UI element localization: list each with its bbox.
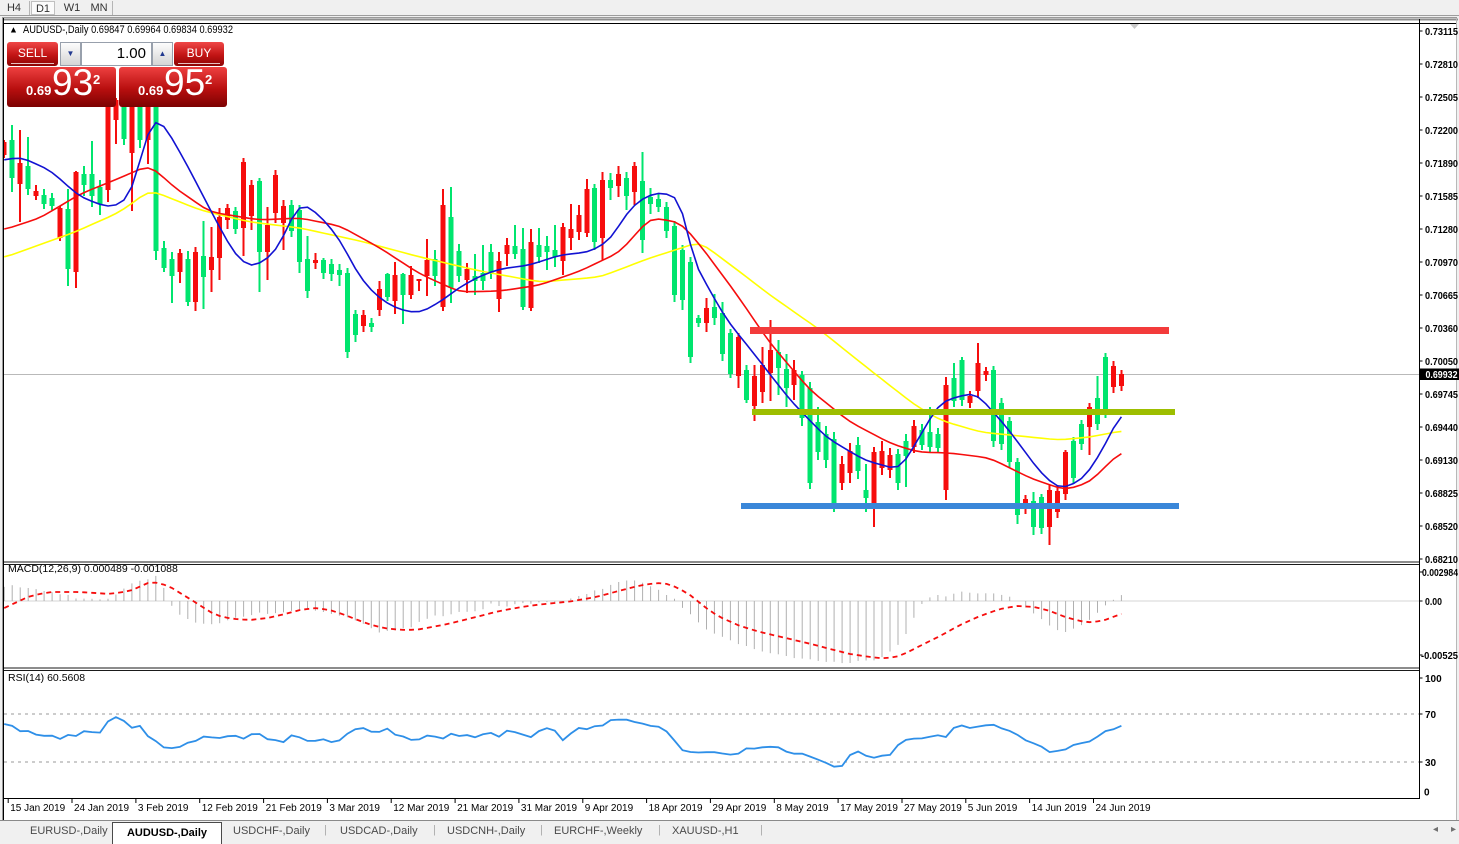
svg-text:29 Apr 2019: 29 Apr 2019: [712, 803, 766, 814]
svg-text:0.72505: 0.72505: [1425, 93, 1458, 104]
svg-text:3 Feb 2019: 3 Feb 2019: [138, 803, 189, 814]
svg-text:17 May 2019: 17 May 2019: [840, 803, 898, 814]
svg-text:5 Jun 2019: 5 Jun 2019: [968, 803, 1018, 814]
svg-text:0.68520: 0.68520: [1425, 522, 1458, 533]
svg-text:0.70665: 0.70665: [1425, 291, 1458, 302]
svg-text:0.69932: 0.69932: [1426, 370, 1458, 381]
svg-text:15 Jan 2019: 15 Jan 2019: [10, 803, 65, 814]
svg-text:0.71585: 0.71585: [1425, 192, 1458, 203]
svg-text:12 Feb 2019: 12 Feb 2019: [202, 803, 259, 814]
svg-text:0.002984: 0.002984: [1422, 568, 1458, 579]
svg-text:70: 70: [1425, 710, 1437, 721]
svg-text:0.68210: 0.68210: [1425, 555, 1458, 566]
svg-text:0.70050: 0.70050: [1425, 357, 1458, 368]
svg-text:0.73115: 0.73115: [1425, 27, 1458, 38]
svg-text:0.70360: 0.70360: [1425, 324, 1458, 335]
svg-text:14 Jun 2019: 14 Jun 2019: [1032, 803, 1087, 814]
svg-text:12 Mar 2019: 12 Mar 2019: [393, 803, 450, 814]
svg-text:24 Jun 2019: 24 Jun 2019: [1096, 803, 1151, 814]
svg-text:8 May 2019: 8 May 2019: [776, 803, 829, 814]
svg-text:18 Apr 2019: 18 Apr 2019: [649, 803, 703, 814]
svg-text:0.72810: 0.72810: [1425, 60, 1458, 71]
svg-text:100: 100: [1425, 674, 1442, 685]
svg-text:0.00: 0.00: [1425, 597, 1442, 608]
svg-text:0.69130: 0.69130: [1425, 456, 1458, 467]
svg-text:30: 30: [1425, 758, 1437, 769]
svg-text:9 Apr 2019: 9 Apr 2019: [585, 803, 634, 814]
svg-text:▲: ▲: [9, 25, 18, 35]
svg-text:0.71890: 0.71890: [1425, 159, 1458, 170]
svg-text:0: 0: [1424, 788, 1430, 799]
svg-text:-0.00525: -0.00525: [1421, 651, 1458, 662]
svg-text:21 Feb 2019: 21 Feb 2019: [266, 803, 323, 814]
svg-text:0.68825: 0.68825: [1425, 489, 1458, 500]
svg-text:0.71280: 0.71280: [1425, 225, 1458, 236]
svg-text:0.70970: 0.70970: [1425, 258, 1458, 269]
svg-text:0.69745: 0.69745: [1425, 390, 1458, 401]
svg-text:24 Jan 2019: 24 Jan 2019: [74, 803, 129, 814]
svg-text:27 May 2019: 27 May 2019: [904, 803, 962, 814]
svg-text:21 Mar 2019: 21 Mar 2019: [457, 803, 514, 814]
svg-text:RSI(14) 60.5608: RSI(14) 60.5608: [8, 672, 85, 684]
svg-text:MACD(12,26,9) 0.000489 -0.0010: MACD(12,26,9) 0.000489 -0.001088: [8, 563, 178, 575]
svg-text:AUDUSD-,Daily 0.69847 0.69964: AUDUSD-,Daily 0.69847 0.69964 0.69834 0.…: [23, 24, 233, 36]
svg-text:0.69440: 0.69440: [1425, 423, 1458, 434]
svg-text:31 Mar 2019: 31 Mar 2019: [521, 803, 578, 814]
svg-text:3 Mar 2019: 3 Mar 2019: [329, 803, 380, 814]
svg-text:0.72200: 0.72200: [1425, 126, 1458, 137]
